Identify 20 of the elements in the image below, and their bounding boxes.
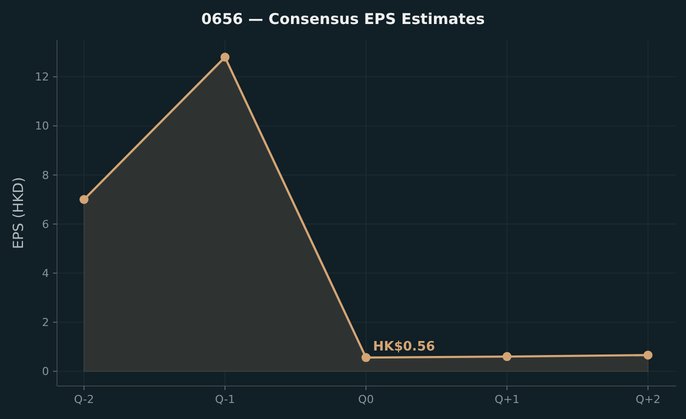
y-tick-label: 6	[42, 218, 49, 231]
y-axis-title: EPS (HKD)	[11, 176, 27, 250]
point	[362, 353, 370, 362]
chart-title: 0656 — Consensus EPS Estimates	[201, 10, 485, 28]
point	[220, 52, 230, 62]
y-tick-label: 4	[42, 266, 49, 280]
y-tick-label: 2	[42, 316, 49, 330]
point	[502, 352, 512, 362]
x-tick-label: Q-2	[74, 393, 94, 406]
x-tick-label: Q+1	[494, 393, 520, 406]
point	[644, 350, 652, 360]
y-tick-label: 8	[42, 168, 49, 182]
annotation: HK$0.56	[373, 340, 436, 355]
y-tick-label: 12	[35, 70, 49, 84]
y-tick-label: 10	[35, 120, 49, 133]
x-tick-label: Q-1	[215, 393, 235, 406]
y-tick-label: 0	[42, 365, 49, 378]
point	[80, 195, 88, 204]
x-tick-label: Q+2	[636, 393, 660, 406]
x-tick-label: Q0	[358, 393, 374, 406]
